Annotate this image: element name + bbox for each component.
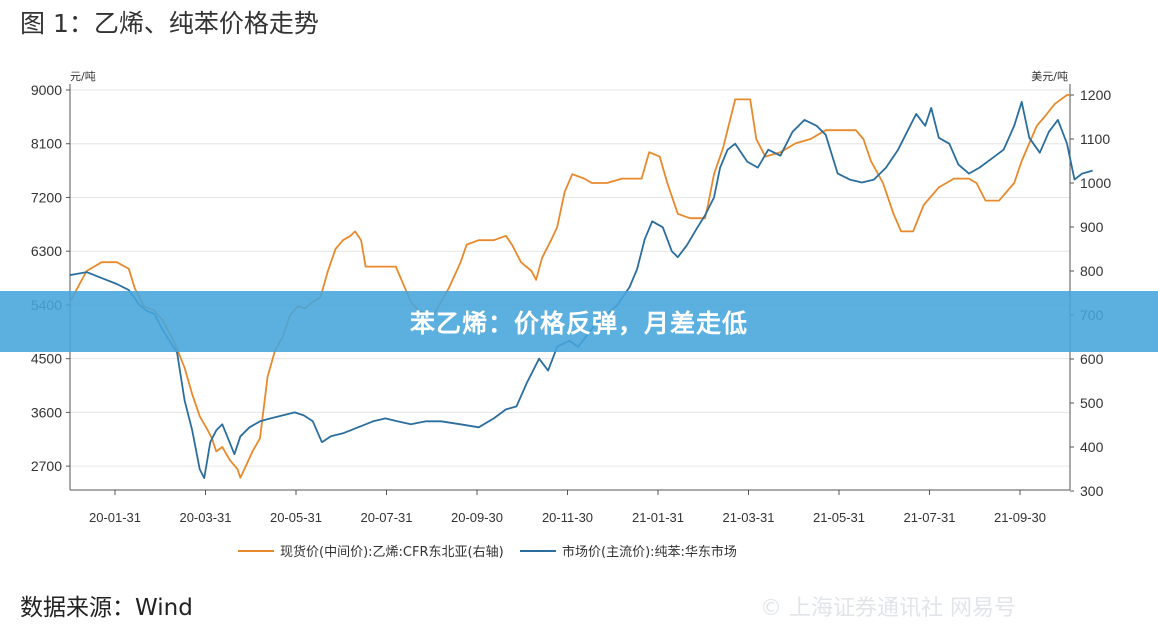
x-tick-label: 21-09-30	[994, 510, 1046, 525]
chart-axes: 元/吨美元/吨270036004500540063007200810090003…	[31, 70, 1112, 525]
left-tick-label: 3600	[31, 404, 62, 420]
x-tick-label: 21-03-31	[722, 510, 774, 525]
right-tick-label: 600	[1080, 351, 1104, 367]
left-tick-label: 9000	[31, 82, 62, 98]
x-tick-label: 20-03-31	[179, 510, 231, 525]
figure-title: 图 1：乙烯、纯苯价格走势	[20, 9, 319, 38]
right-tick-label: 900	[1080, 219, 1104, 235]
x-tick-label: 21-07-31	[903, 510, 955, 525]
left-tick-label: 7200	[31, 189, 62, 205]
series-line-benzene	[69, 101, 1093, 479]
data-source-note: 数据来源：Wind	[20, 595, 193, 621]
right-tick-label: 400	[1080, 439, 1104, 455]
headline-banner-text: 苯乙烯：价格反弹，月差走低	[409, 308, 748, 338]
legend-label-benzene: 市场价(主流价):纯苯:华东市场	[562, 544, 737, 560]
x-tick-label: 20-07-31	[360, 510, 412, 525]
x-tick-label: 20-05-31	[270, 510, 322, 525]
x-tick-label: 20-09-30	[451, 510, 503, 525]
right-tick-label: 1200	[1080, 87, 1111, 103]
left-tick-label: 8100	[31, 136, 62, 152]
x-tick-label: 21-05-31	[813, 510, 865, 525]
right-tick-label: 1000	[1080, 175, 1111, 191]
right-tick-label: 800	[1080, 263, 1104, 279]
headline-banner: 苯乙烯：价格反弹，月差走低	[0, 291, 1158, 352]
left-tick-label: 2700	[31, 458, 62, 474]
right-tick-label: 300	[1080, 483, 1104, 499]
legend-label-ethylene: 现货价(中间价):乙烯:CFR东北亚(右轴)	[280, 544, 504, 560]
right-tick-label: 1100	[1080, 131, 1110, 147]
watermark: © 上海证券通讯社 网易号	[760, 596, 1016, 621]
left-unit-label: 元/吨	[70, 70, 96, 83]
x-tick-label: 21-01-31	[632, 510, 684, 525]
left-tick-label: 6300	[31, 243, 62, 259]
chart-series	[69, 94, 1093, 479]
grid-lines	[70, 89, 1070, 467]
x-tick-label: 20-01-31	[89, 510, 141, 525]
series-line-ethylene	[69, 94, 1070, 479]
x-tick-label: 20-11-30	[542, 510, 593, 525]
right-tick-label: 500	[1080, 395, 1104, 411]
right-unit-label: 美元/吨	[1031, 70, 1068, 83]
chart-legend: 现货价(中间价):乙烯:CFR东北亚(右轴) 市场价(主流价):纯苯:华东市场	[238, 544, 737, 560]
left-tick-label: 4500	[31, 351, 62, 367]
